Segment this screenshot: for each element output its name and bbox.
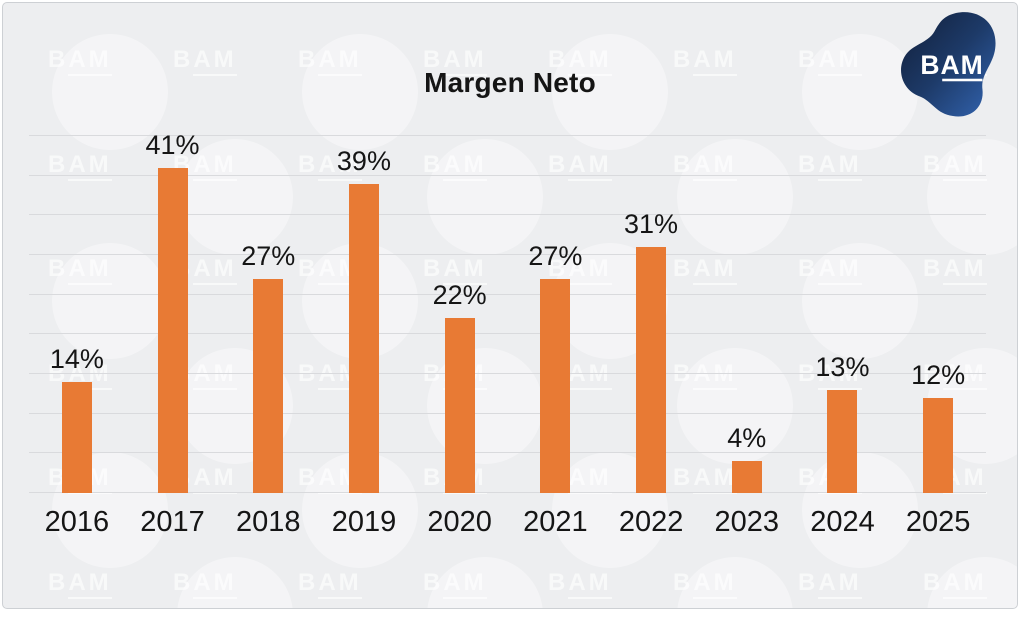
bam-watermark-text: BAM [673, 568, 737, 599]
x-axis-labels: 2016 2017 2018 2019 2020 2021 2022 2023 2024 2025 [29, 504, 986, 540]
bam-watermark-text: BAM [798, 568, 862, 599]
bar-value-label-2025: 12% [911, 359, 966, 390]
gridline-0% [29, 492, 986, 493]
x-axis-label-2025: 2025 [905, 506, 971, 538]
bar-2022 [636, 247, 667, 493]
plot-area: 14% 41% 27% 39% 22% 27% 31% 4% 13% 12% [29, 131, 986, 493]
chart-frame: BAM BAM BAM BAM BAM BAM BAM BAM BAM BAM BAM BAM BAM B… [2, 2, 1018, 609]
bar-value-label-2016: 14% [49, 343, 104, 374]
bam-watermark-text: BAM [173, 568, 237, 599]
bar-column-2020: 22% [412, 136, 508, 493]
x-axis-label-2023: 2023 [714, 506, 780, 538]
bar-value-label-2021: 27% [528, 240, 583, 271]
chart-title: Margen Neto [424, 67, 596, 98]
bar-2018 [253, 278, 284, 493]
bar-2025 [923, 397, 954, 493]
bam-logo: BAM [899, 7, 1007, 121]
x-axis-label-2019: 2019 [331, 506, 397, 538]
bar-value-label-2020: 22% [432, 280, 487, 311]
background-circle [177, 556, 293, 608]
logo-text-underline [942, 78, 983, 82]
bar-2021 [540, 278, 571, 493]
bar-column-2025: 12% [890, 136, 986, 493]
gridline-10% [29, 412, 986, 414]
bam-logo-text: BAM [920, 50, 983, 80]
bar-column-2019: 39% [316, 136, 412, 493]
bar-2017 [157, 167, 188, 493]
bar-value-label-2022: 31% [624, 209, 679, 240]
background-circle [927, 556, 1017, 608]
x-axis-label-2016: 2016 [44, 506, 110, 538]
bar-2016 [61, 381, 92, 493]
bar-column-2017: 41% [125, 131, 221, 493]
bar-value-label-2019: 39% [336, 145, 391, 176]
bam-watermark-text: BAM [48, 568, 112, 599]
x-axis-label-2018: 2018 [236, 506, 301, 538]
gridline-30% [29, 254, 986, 255]
gridline-5% [29, 452, 986, 454]
bam-watermark-text: BAM [298, 568, 362, 599]
gridline-45% [29, 135, 986, 136]
bar-column-2022: 31% [603, 136, 699, 493]
x-axis-label-2024: 2024 [810, 506, 875, 538]
bar-column-2018: 27% [220, 136, 316, 493]
gridline-40% [29, 174, 986, 176]
x-axis-label-2017: 2017 [140, 506, 205, 538]
bar-column-2016: 14% [29, 136, 125, 493]
background-circle [427, 556, 543, 608]
bar-value-label-2018: 27% [241, 240, 296, 271]
gridline-25% [29, 293, 986, 295]
bar-column-2021: 27% [508, 136, 604, 493]
bam-watermark-text: BAM [923, 568, 987, 599]
bar-2019 [348, 183, 379, 493]
background-circle [677, 556, 793, 608]
logo-blob-shape [901, 12, 996, 117]
bar-column-2023: 4% [699, 136, 795, 493]
x-axis-label-2020: 2020 [427, 506, 492, 538]
x-axis-label-2021: 2021 [523, 506, 588, 538]
gridline-35% [29, 214, 986, 216]
gridline-15% [29, 373, 986, 374]
bam-logo-blob: BAM [901, 12, 996, 117]
bar-column-2024: 13% [795, 136, 891, 493]
bar-value-label-2017: 41% [145, 129, 200, 160]
bar-value-label-2023: 4% [727, 423, 767, 454]
bam-watermark-text: BAM [423, 568, 487, 599]
gridline-20% [29, 333, 986, 335]
bar-2024 [827, 389, 858, 493]
bar-2023 [731, 461, 762, 493]
bam-watermark-text: BAM [548, 568, 612, 599]
bar-2020 [444, 318, 475, 493]
x-axis-label-2022: 2022 [618, 506, 684, 538]
bar-value-label-2024: 13% [815, 351, 870, 382]
